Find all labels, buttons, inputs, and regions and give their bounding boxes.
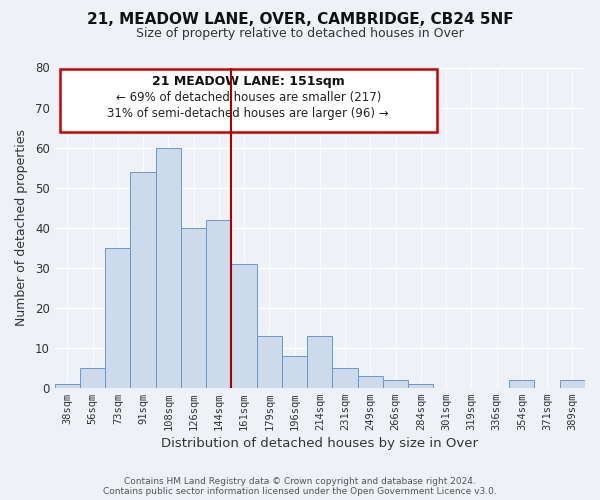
FancyBboxPatch shape [60,69,437,132]
Bar [155,148,181,388]
Bar [383,380,408,388]
Bar [130,172,155,388]
Text: Contains HM Land Registry data © Crown copyright and database right 2024.: Contains HM Land Registry data © Crown c… [124,477,476,486]
Bar [509,380,535,388]
Bar [332,368,358,388]
Text: 21, MEADOW LANE, OVER, CAMBRIDGE, CB24 5NF: 21, MEADOW LANE, OVER, CAMBRIDGE, CB24 5… [86,12,514,28]
Bar [232,264,257,388]
X-axis label: Distribution of detached houses by size in Over: Distribution of detached houses by size … [161,437,478,450]
Bar [282,356,307,388]
Bar [206,220,232,388]
Bar [307,336,332,388]
Text: ← 69% of detached houses are smaller (217): ← 69% of detached houses are smaller (21… [116,91,381,104]
Bar [55,384,80,388]
Text: 21 MEADOW LANE: 151sqm: 21 MEADOW LANE: 151sqm [152,75,344,88]
Bar [257,336,282,388]
Bar [181,228,206,388]
Bar [80,368,105,388]
Text: Size of property relative to detached houses in Over: Size of property relative to detached ho… [136,28,464,40]
Bar [560,380,585,388]
Bar [105,248,130,388]
Text: 31% of semi-detached houses are larger (96) →: 31% of semi-detached houses are larger (… [107,107,389,120]
Text: Contains public sector information licensed under the Open Government Licence v3: Contains public sector information licen… [103,487,497,496]
Bar [358,376,383,388]
Bar [408,384,433,388]
Y-axis label: Number of detached properties: Number of detached properties [15,129,28,326]
